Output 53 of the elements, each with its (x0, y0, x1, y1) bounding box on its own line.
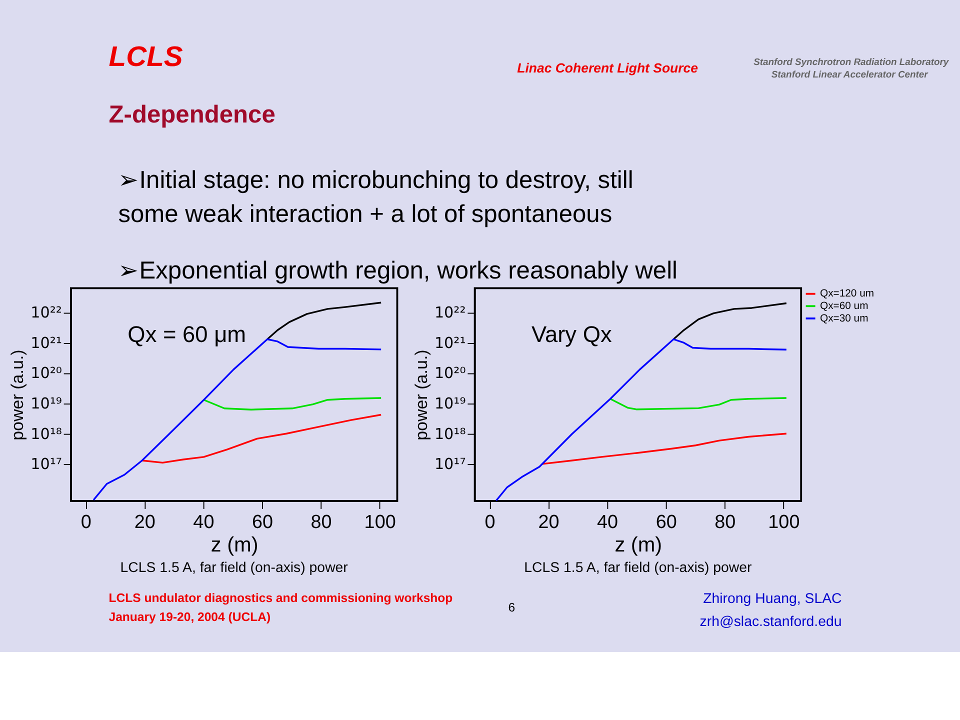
y-tick-label: 10²² (434, 304, 466, 322)
line-series (672, 302, 788, 340)
y-tick-label: 10¹⁹ (30, 394, 62, 413)
y-tick-label: 10²¹ (30, 334, 62, 352)
x-tick-label: 40 (193, 512, 214, 533)
text: LCLS 1.5 A, far field (on-axis) power (120, 560, 348, 576)
x-tick-label: 100 (768, 512, 800, 533)
annotation: Vary Qx (532, 321, 612, 348)
x-axis-title: z (m) (614, 534, 662, 557)
y-tick-label: 10²² (30, 304, 62, 322)
legend-label: Qx=60 um (820, 300, 868, 312)
text: Z-dependence (108, 102, 276, 129)
text: ➢Initial stage: no microbunching to destroy, still some weak interaction + a lot of spontaneous (118, 166, 634, 228)
text: ➢Exponential growth region, works reasonably well (118, 258, 678, 285)
x-tick-label: 0 (484, 512, 496, 533)
line-series (202, 397, 382, 410)
text: LCLS 1.5 A, far field (on-axis) power (524, 560, 752, 576)
y-tick-label: 10²¹ (434, 334, 466, 352)
x-tick-label: 60 (656, 512, 677, 533)
y-tick-label: 10¹⁷ (30, 455, 62, 474)
text: LCLS (108, 40, 183, 73)
line-series (141, 414, 382, 464)
x-axis-title: z (m) (210, 534, 258, 557)
y-tick-label: 10¹⁸ (30, 424, 62, 443)
text: January 19-20, 2004 (UCLA) (108, 610, 271, 624)
line-series (542, 432, 788, 465)
text: Zhirong Huang, SLAC (703, 591, 842, 608)
text: Stanford Linear Accelerator Center (771, 69, 930, 80)
x-tick-label: 40 (597, 512, 618, 533)
y-axis-title: power (a.u.) (412, 350, 431, 440)
y-tick-label: 10¹⁸ (434, 424, 466, 443)
x-tick-label: 80 (310, 512, 332, 533)
text: zrh@slac.stanford.edu (700, 614, 842, 630)
y-tick-label: 10²⁰ (434, 364, 466, 382)
x-tick-label: 60 (252, 512, 274, 533)
x-tick-label: 20 (134, 512, 156, 533)
x-tick-label: 0 (80, 512, 92, 533)
text: LCLS undulator diagnostics and commissioning workshop (108, 591, 453, 606)
y-tick-label: 10¹⁷ (434, 455, 466, 474)
line-series (266, 302, 382, 340)
text: Linac Coherent Light Source (517, 60, 698, 76)
x-tick-label: 100 (364, 512, 396, 533)
legend-label: Qx=30 um (820, 313, 868, 324)
legend-label: Qx=120 um (820, 288, 874, 300)
y-tick-label: 10²⁰ (30, 364, 62, 382)
y-tick-label: 10¹⁹ (434, 394, 466, 413)
text: Stanford Synchrotron Radiation Laboratory (754, 56, 950, 68)
text: 6 (508, 600, 516, 615)
y-axis-title: power (a.u.) (8, 350, 27, 440)
x-tick-label: 80 (714, 512, 736, 533)
line-series (609, 397, 788, 410)
annotation: Qx = 60 μm (128, 321, 246, 348)
x-tick-label: 20 (538, 512, 560, 533)
